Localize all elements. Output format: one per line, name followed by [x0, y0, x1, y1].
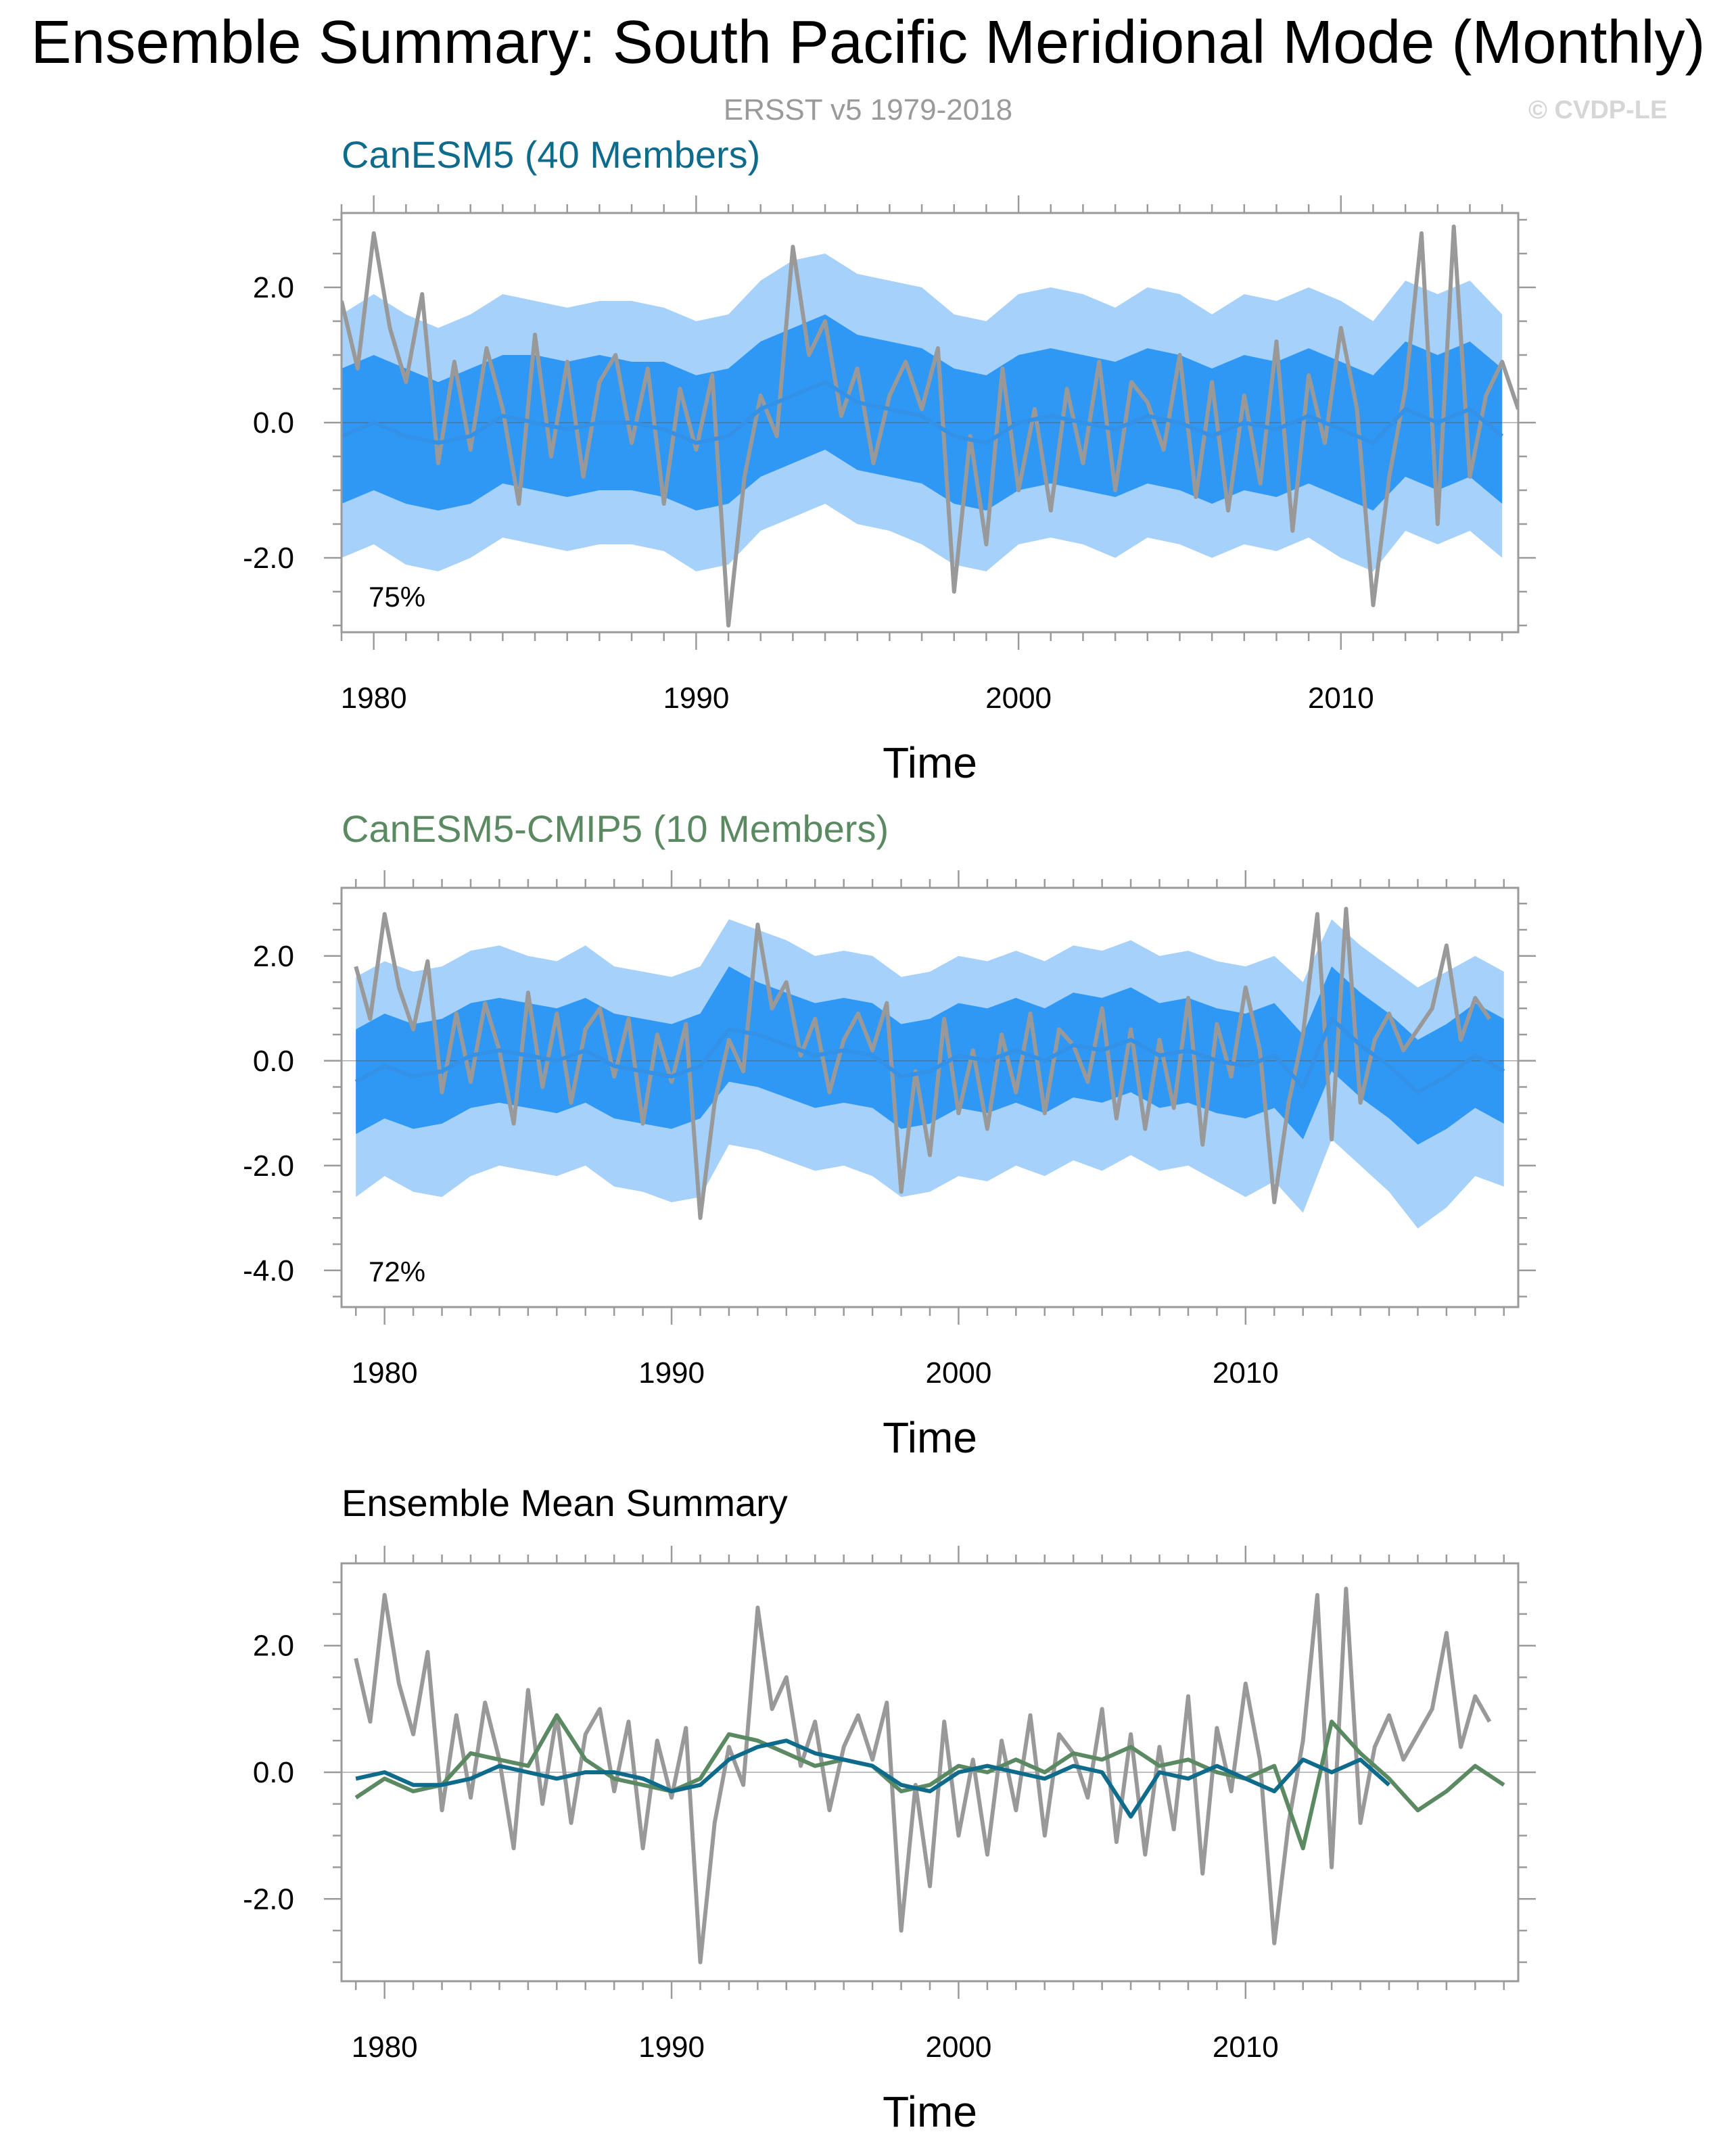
y-tick-label: 0.0	[253, 1756, 294, 1789]
panel-title-ensemble-mean-summary: Ensemble Mean Summary	[342, 1482, 788, 1524]
y-tick-label: 2.0	[253, 940, 294, 973]
x-tick-label: 2000	[985, 682, 1052, 715]
plot-area	[342, 1586, 1518, 1964]
spread-band-spread-inner	[356, 966, 1504, 1145]
percent-annotation: 72%	[369, 1256, 425, 1287]
y-tick-label: -2.0	[243, 542, 294, 575]
y-tick-label: -2.0	[243, 1150, 294, 1183]
plot-area	[342, 224, 1518, 627]
ensemble-mean-line	[354, 1016, 1505, 1095]
credit-watermark: © CVDP-LE	[1528, 96, 1668, 124]
x-tick-label: 2000	[925, 2031, 991, 2064]
canesm5-mean-line	[355, 1738, 1390, 1819]
observations-line	[342, 224, 1518, 627]
plot-panel-3: -2.0 0.0 2.0 1980 1990 2000 2010 Time	[243, 1546, 1536, 2136]
main-title: Ensemble Summary: South Pacific Meridion…	[30, 9, 1706, 76]
x-tick-label: 1980	[352, 2031, 418, 2064]
x-tick-label: 1990	[663, 682, 729, 715]
x-tick-label: 2010	[1213, 2031, 1279, 2064]
chart-subtitle: ERSST v5 1979-2018	[723, 93, 1013, 126]
x-axis-title: Time	[883, 1413, 977, 1462]
y-tick-label: 2.0	[253, 1630, 294, 1663]
plot-area	[342, 907, 1518, 1229]
x-tick-label: 2000	[925, 1356, 991, 1390]
x-tick-label: 2010	[1213, 1356, 1279, 1390]
observations-line	[354, 907, 1492, 1221]
observations-line	[354, 1586, 1492, 1964]
x-tick-label: 1980	[341, 682, 407, 715]
spread-band-spread-inner	[342, 314, 1503, 511]
x-tick-label: 1990	[638, 2031, 705, 2064]
x-axis-title: Time	[883, 738, 977, 787]
panel-title-canesm5: CanESM5 (40 Members)	[342, 133, 761, 176]
x-axis-title: Time	[883, 2087, 977, 2136]
x-tick-label: 2010	[1308, 682, 1374, 715]
x-tick-label: 1990	[638, 1356, 705, 1390]
percent-annotation: 75%	[369, 581, 425, 613]
canesm5-cmip5-mean-line	[354, 1713, 1505, 1851]
y-tick-label: -4.0	[243, 1254, 294, 1287]
plot-panel-1: -2.0 0.0 2.0 1980 1990 2000 2010 Time 75%	[243, 195, 1536, 787]
y-tick-label: -2.0	[243, 1882, 294, 1916]
ensemble-mean-line	[342, 380, 1504, 445]
y-tick-label: 2.0	[253, 271, 294, 304]
y-tick-label: 0.0	[253, 1045, 294, 1078]
x-tick-label: 1980	[352, 1356, 418, 1390]
y-tick-label: 0.0	[253, 406, 294, 440]
plot-panel-2: -4.0 -2.0 0.0 2.0 1980 1990 2000 2010 Time 72%	[243, 870, 1536, 1462]
panel-title-canesm5-cmip5: CanESM5-CMIP5 (10 Members)	[342, 807, 889, 850]
